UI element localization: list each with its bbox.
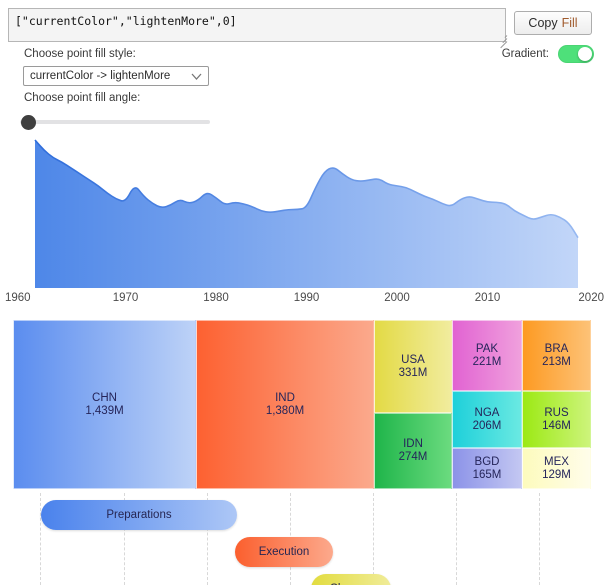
- gradient-toggle-knob: [578, 47, 592, 61]
- treemap-cell-label: MEX 129M: [542, 456, 571, 482]
- copy-fill-button-word2: Fill: [561, 16, 578, 30]
- point-fill-angle-slider[interactable]: [20, 112, 210, 132]
- treemap-cell-code: USA: [401, 353, 425, 366]
- treemap-cell-label: BRA 213M: [542, 343, 571, 369]
- gantt-task-bar[interactable]: Preparations: [41, 500, 237, 530]
- treemap-cell-label: BGD 165M: [473, 456, 502, 482]
- population-treemap: CHN 1,439M IND 1,380M USA 331M IDN 274M PAK 221M N…: [13, 320, 591, 489]
- x-axis-tick: 1960: [5, 292, 31, 304]
- point-fill-style-select[interactable]: currentColor -> lightenMore: [23, 66, 209, 86]
- x-axis-tick: 1990: [293, 292, 320, 304]
- treemap-cell-value: 1,380M: [265, 404, 305, 417]
- area-chart-x-axis: 1960 1970 1980 1990 2000 2010 2020: [0, 292, 604, 308]
- treemap-cell-label: IND 1,380M: [266, 392, 304, 418]
- treemap-cell-rus[interactable]: RUS 146M: [522, 391, 591, 448]
- gantt-grid-line: [40, 493, 41, 585]
- treemap-cell-code: PAK: [475, 342, 499, 355]
- gradient-toggle[interactable]: [558, 45, 594, 63]
- fill-definition-textarea[interactable]: ["currentColor","lightenMore",0]: [8, 8, 506, 42]
- point-fill-style-label: Choose point fill style:: [24, 48, 136, 60]
- treemap-cell-value: 331M: [398, 366, 428, 379]
- x-axis-tick: 2000: [384, 292, 410, 304]
- treemap-cell-code: IDN: [403, 438, 423, 450]
- slider-thumb[interactable]: [21, 115, 36, 130]
- treemap-cell-value: 221M: [472, 355, 502, 368]
- treemap-cell-code: MEX: [544, 455, 569, 468]
- treemap-cell-value: 1,439M: [85, 404, 124, 417]
- area-chart-svg: [34, 139, 579, 288]
- slider-track: [20, 120, 210, 124]
- treemap-cell-code: CHN: [92, 391, 117, 404]
- treemap-cell-label: PAK 221M: [473, 343, 502, 369]
- treemap-cell-bgd[interactable]: BGD 165M: [452, 448, 522, 489]
- gantt-task-bar[interactable]: Execution: [235, 537, 333, 567]
- treemap-cell-value: 129M: [542, 468, 571, 481]
- point-fill-angle-label: Choose point fill angle:: [24, 92, 141, 104]
- copy-fill-button[interactable]: Copy Fill: [514, 11, 592, 35]
- treemap-cell-value: 146M: [542, 419, 571, 432]
- gantt-grid-line: [373, 493, 374, 585]
- treemap-cell-nga[interactable]: NGA 206M: [452, 391, 522, 448]
- treemap-cell-code: RUS: [544, 406, 569, 419]
- treemap-cell-label: RUS 146M: [542, 407, 571, 433]
- gantt-task-bar[interactable]: Cleanup: [311, 574, 391, 585]
- treemap-cell-bra[interactable]: BRA 213M: [522, 320, 591, 391]
- copy-fill-button-word1: Copy: [528, 16, 558, 30]
- area-chart: [0, 133, 604, 293]
- treemap-cell-ind[interactable]: IND 1,380M: [196, 320, 374, 489]
- treemap-cell-code: BGD: [474, 455, 500, 468]
- treemap-cell-pak[interactable]: PAK 221M: [452, 320, 522, 391]
- gantt-task-label: Execution: [258, 546, 310, 558]
- gantt-grid-line: [207, 493, 208, 585]
- treemap-cell-usa[interactable]: USA 331M: [374, 320, 452, 413]
- point-fill-style-value: currentColor -> lightenMore: [30, 70, 171, 82]
- treemap-cell-chn[interactable]: CHN 1,439M: [13, 320, 196, 489]
- treemap-cell-value: 206M: [472, 419, 502, 432]
- treemap-cell-code: IND: [275, 391, 295, 404]
- area-chart-line: [34, 139, 579, 239]
- gantt-grid-line: [456, 493, 457, 585]
- gantt-grid-line: [539, 493, 540, 585]
- treemap-cell-value: 274M: [398, 451, 428, 463]
- treemap-cell-idn[interactable]: IDN 274M: [374, 413, 452, 489]
- treemap-cell-code: NGA: [474, 406, 500, 419]
- x-axis-tick: 1980: [203, 292, 229, 304]
- x-axis-tick: 2010: [474, 292, 501, 304]
- treemap-cell-value: 165M: [472, 468, 502, 481]
- treemap-cell-code: BRA: [544, 342, 569, 355]
- chevron-down-icon: [191, 73, 202, 80]
- area-chart-fill: [35, 140, 578, 288]
- x-axis-tick: 1970: [112, 292, 139, 304]
- gantt-grid-line: [124, 493, 125, 585]
- treemap-cell-label: USA 331M: [399, 354, 428, 380]
- treemap-cell-label: IDN 274M: [399, 438, 428, 464]
- fill-editor-row: ["currentColor","lightenMore",0] Copy Fi…: [8, 8, 596, 42]
- gradient-label: Gradient:: [501, 48, 549, 60]
- treemap-cell-mex[interactable]: MEX 129M: [522, 448, 591, 489]
- treemap-cell-label: CHN 1,439M: [85, 392, 123, 418]
- treemap-cell-value: 213M: [542, 355, 571, 368]
- gradient-toggle-group: Gradient:: [502, 45, 594, 63]
- gantt-task-label: Preparations: [106, 509, 172, 521]
- gantt-task-label: Cleanup: [330, 583, 373, 585]
- treemap-cell-label: NGA 206M: [473, 407, 502, 433]
- gantt-chart: Preparations Execution Cleanup: [0, 493, 604, 585]
- x-axis-tick: 2020: [578, 292, 604, 304]
